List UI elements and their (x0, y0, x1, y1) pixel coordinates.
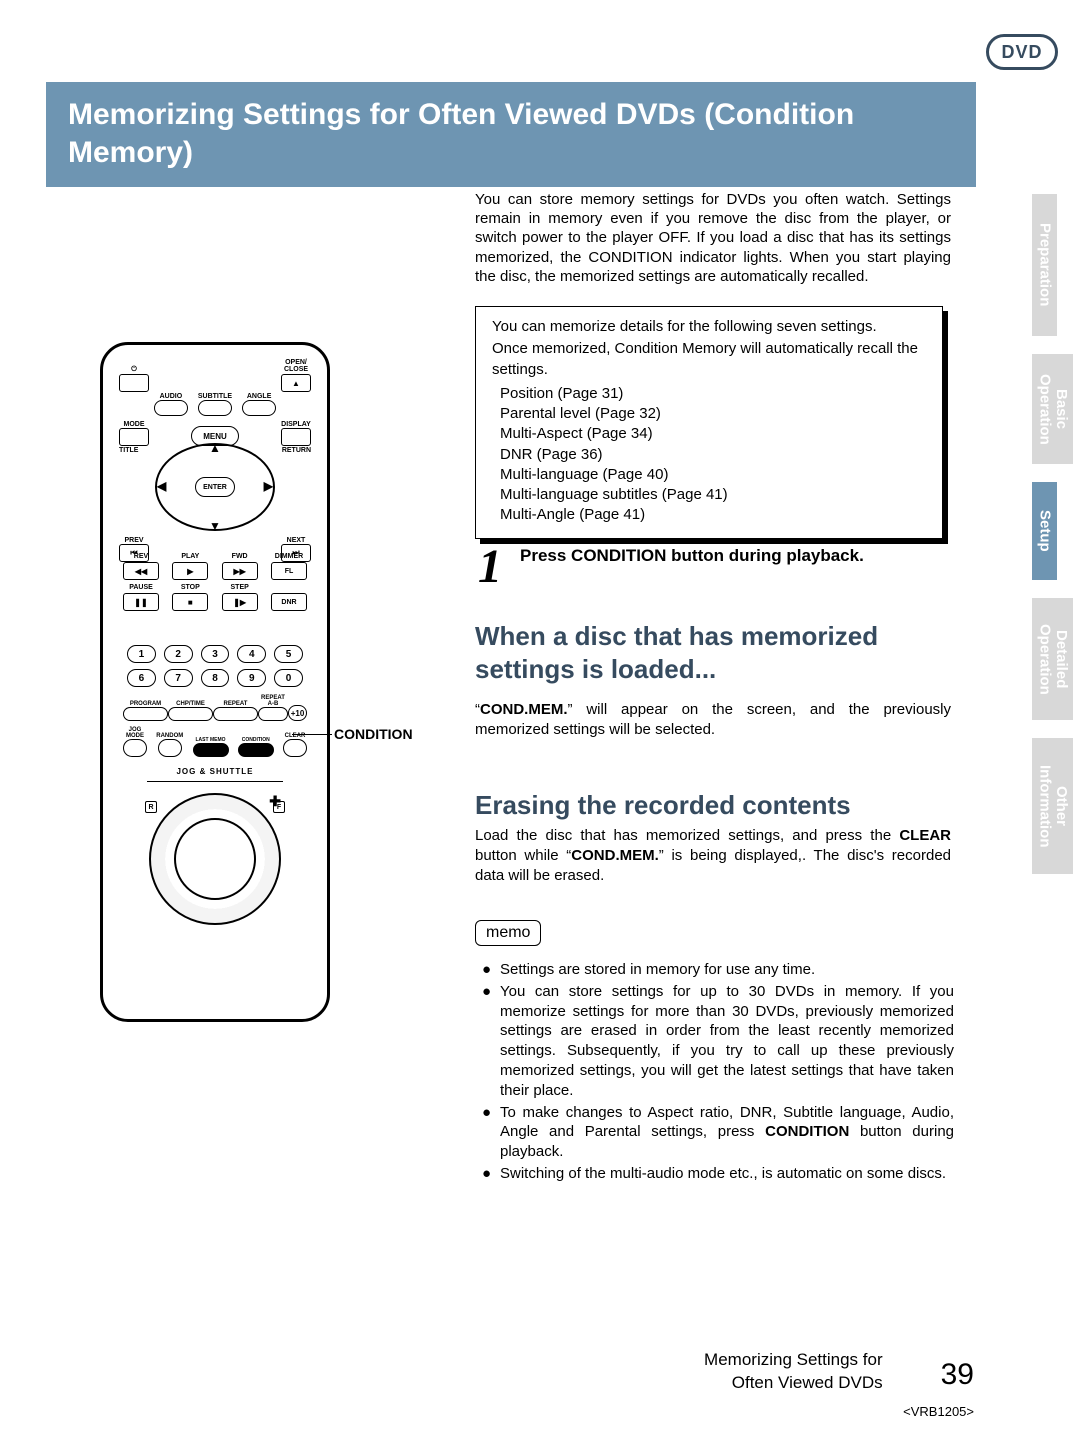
repeat-button (213, 707, 258, 721)
footer-title-2: Often Viewed DVDs (704, 1372, 883, 1395)
footer: Memorizing Settings for Often Viewed DVD… (704, 1349, 974, 1395)
footer-title-1: Memorizing Settings for (704, 1349, 883, 1372)
intro-paragraph: You can store memory settings for DVDs y… (475, 190, 951, 286)
angle-button (242, 400, 276, 416)
memo-item: Switching of the multi-audio mode etc., … (500, 1164, 946, 1184)
num-button: 1 (127, 645, 156, 663)
num-button: 6 (127, 669, 156, 687)
memo-item: You can store settings for up to 30 DVDs… (500, 982, 954, 1101)
settings-list: Position (Page 31) Parental level (Page … (492, 384, 926, 526)
tab-preparation[interactable]: Preparation (1032, 194, 1057, 336)
stop-button: ■ (172, 593, 208, 611)
settings-item: Parental level (Page 32) (492, 404, 926, 424)
tab-detailed-operation[interactable]: Detailed Operation (1032, 598, 1073, 720)
rev-button: ◀◀ (123, 562, 159, 580)
settings-item: Multi-language (Page 40) (492, 465, 926, 485)
step-button: ❚▶ (222, 593, 258, 611)
step-1: 1 Press CONDITION button during playback… (478, 545, 864, 588)
page-title: Memorizing Settings for Often Viewed DVD… (68, 96, 954, 171)
memo-label: memo (475, 920, 541, 946)
subtitle-button (198, 400, 232, 416)
page-number: 39 (941, 1355, 974, 1396)
last-memo-button (193, 743, 229, 757)
number-pad: 1 2 3 4 5 6 7 8 9 0 (127, 645, 303, 687)
condition-callout: CONDITION (334, 726, 413, 742)
num-button: 8 (201, 669, 230, 687)
settings-item: Multi-language subtitles (Page 41) (492, 485, 926, 505)
tab-setup[interactable]: Setup (1032, 482, 1057, 580)
power-button (119, 374, 149, 392)
tab-basic-operation[interactable]: Basic Operation (1032, 354, 1073, 464)
open-close-label: OPEN/ CLOSE (284, 359, 308, 373)
title-banner: Memorizing Settings for Often Viewed DVD… (46, 82, 976, 187)
condition-button (238, 743, 274, 757)
settings-item: DNR (Page 36) (492, 445, 926, 465)
section-tabs: Preparation Basic Operation Setup Detail… (1032, 194, 1080, 892)
pause-button: ❚❚ (123, 593, 159, 611)
num-button: 0 (274, 669, 303, 687)
mode-button (119, 428, 149, 446)
fwd-button: ▶▶ (222, 562, 258, 580)
erase-paragraph: Load the disc that has memorized setting… (475, 826, 951, 885)
num-button: 4 (237, 645, 266, 663)
num-button: 7 (164, 669, 193, 687)
dnr-button: DNR (271, 593, 307, 611)
power-icon: ⏻ (131, 366, 137, 373)
tab-other-information[interactable]: Other Information (1032, 738, 1073, 874)
settings-item: Multi-Angle (Page 41) (492, 505, 926, 525)
settings-sub: Once memorized, Condition Memory will au… (492, 339, 926, 380)
dimmer-button: FL (271, 562, 307, 580)
program-button (123, 707, 168, 721)
heading-erasing: Erasing the recorded contents (475, 790, 851, 821)
random-button (158, 739, 182, 757)
num-button: 5 (274, 645, 303, 663)
audio-button (154, 400, 188, 416)
dvd-logo: DVD (986, 34, 1058, 70)
chptime-button (168, 707, 213, 721)
memo-item: To make changes to Aspect ratio, DNR, Su… (500, 1103, 954, 1162)
repeat-ab-button (258, 707, 288, 721)
clear-button (283, 739, 307, 757)
settings-lead: You can memorize details for the followi… (492, 317, 926, 337)
callout-line (292, 734, 332, 735)
settings-item: Position (Page 31) (492, 384, 926, 404)
document-id: <VRB1205> (903, 1404, 974, 1419)
num-button: 9 (237, 669, 266, 687)
step-text: Press CONDITION button during playback. (520, 545, 864, 567)
jog-mode-button (123, 739, 147, 757)
settings-item: Multi-Aspect (Page 34) (492, 424, 926, 444)
step-number: 1 (478, 545, 502, 588)
jog-shuttle-label: JOG & SHUTTLE (113, 767, 317, 776)
memo-item: Settings are stored in memory for use an… (500, 960, 815, 980)
jog-dial: R F ✚ (149, 793, 281, 925)
plus10-button: +10 (288, 705, 307, 721)
num-button: 3 (201, 645, 230, 663)
remote-diagram: ⏻ OPEN/ CLOSE ▲ AUDIO SUBTITLE ANGLE MOD… (100, 342, 330, 1022)
heading-when-loaded: When a disc that has memorized settings … (475, 620, 945, 685)
enter-button: ENTER (195, 477, 235, 497)
memo-list: ●Settings are stored in memory for use a… (482, 960, 954, 1186)
open-close-button: ▲ (281, 374, 311, 392)
num-button: 2 (164, 645, 193, 663)
play-button: ▶ (172, 562, 208, 580)
display-button (281, 428, 311, 446)
settings-box: You can memorize details for the followi… (475, 306, 943, 539)
dpad: ENTER ▲ ▼ ◀ ▶ (155, 443, 275, 531)
cond-mem-paragraph: “COND.MEM.” will appear on the screen, a… (475, 700, 951, 740)
